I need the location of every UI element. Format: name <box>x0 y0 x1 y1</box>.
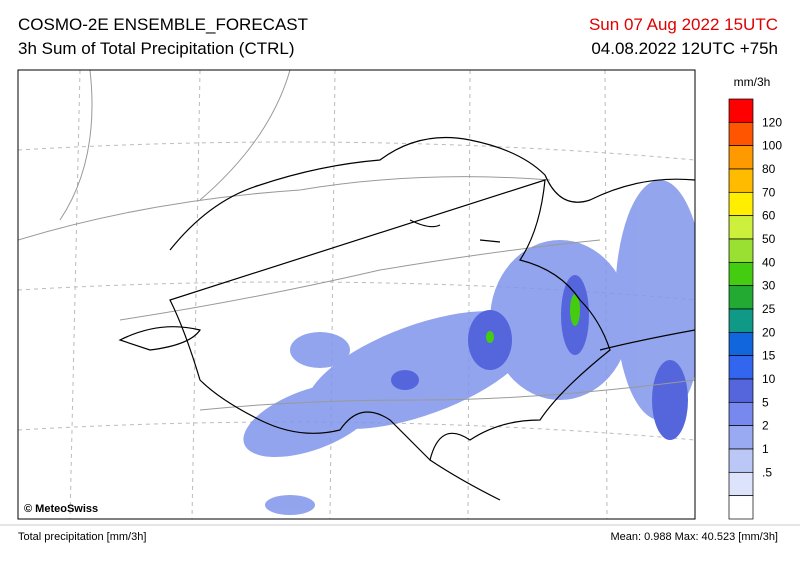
footer-right: Mean: 0.988 Max: 40.523 [mm/3h] <box>610 531 778 543</box>
parallels <box>18 141 695 441</box>
legend-label: 5 <box>762 395 769 409</box>
italy-border <box>429 329 695 501</box>
legend-label: .5 <box>762 465 772 479</box>
legend-swatch <box>728 331 754 357</box>
precipitation-peak <box>486 294 580 343</box>
country-borders <box>118 137 695 501</box>
graticule <box>18 70 695 519</box>
legend: 120 100 80 70 60 50 40 30 25 20 15 10 5 2 1 .5 <box>728 98 782 520</box>
legend-label: 40 <box>762 255 776 269</box>
legend-swatch <box>728 215 754 240</box>
legend-label: 80 <box>762 162 776 176</box>
valid-time: Sun 07 Aug 2022 15UTC <box>589 15 778 34</box>
map-content <box>18 70 695 519</box>
title: COSMO-2E ENSEMBLE_FORECAST <box>18 15 308 34</box>
legend-swatch <box>728 98 754 123</box>
legend-label: 70 <box>762 185 776 199</box>
legend-swatch <box>728 261 754 287</box>
legend-swatch <box>728 401 754 427</box>
legend-swatch <box>728 308 754 333</box>
legend-swatch <box>728 285 754 310</box>
precip-peak <box>570 294 580 326</box>
legend-label: 60 <box>762 209 776 223</box>
meridians <box>69 70 608 519</box>
legend-label: 10 <box>762 372 776 386</box>
legend-swatch <box>728 238 754 263</box>
legend-label: 1 <box>762 442 769 456</box>
legend-unit: mm/3h <box>734 75 771 89</box>
region-border <box>18 70 695 411</box>
lakes <box>118 219 501 351</box>
subtitle: 3h Sum of Total Precipitation (CTRL) <box>18 39 295 58</box>
map-frame <box>17 69 696 520</box>
legend-label: 30 <box>762 279 776 293</box>
legend-swatch <box>728 378 754 403</box>
switzerland-border <box>169 137 695 462</box>
legend-label: 100 <box>762 139 782 153</box>
legend-label: 20 <box>762 325 776 339</box>
precip-area <box>490 240 630 400</box>
legend-swatch <box>728 425 754 450</box>
footer-left: Total precipitation [mm/3h] <box>18 531 146 543</box>
regions <box>18 70 695 411</box>
legend-label: 2 <box>762 419 769 433</box>
map: © MeteoSwiss <box>17 69 696 520</box>
legend-label: 15 <box>762 349 776 363</box>
run-time: 04.08.2022 12UTC +75h <box>591 39 778 58</box>
legend-swatch <box>728 495 754 520</box>
precip-area <box>615 180 695 420</box>
legend-label: 50 <box>762 232 776 246</box>
legend-label: 120 <box>762 115 782 129</box>
legend-swatch <box>728 355 754 380</box>
legend-swatch <box>728 121 754 147</box>
legend-swatch <box>728 448 754 473</box>
legend-swatch <box>728 168 754 193</box>
precip-core <box>652 360 688 440</box>
precip-area <box>290 332 350 368</box>
legend-swatch <box>728 471 754 497</box>
precip-core <box>391 370 419 390</box>
legend-swatch <box>728 145 754 170</box>
precip-peak <box>486 331 494 343</box>
precip-area <box>265 495 315 515</box>
credit: © MeteoSwiss <box>24 503 98 515</box>
legend-label: 25 <box>762 302 776 316</box>
legend-swatch <box>728 191 754 217</box>
